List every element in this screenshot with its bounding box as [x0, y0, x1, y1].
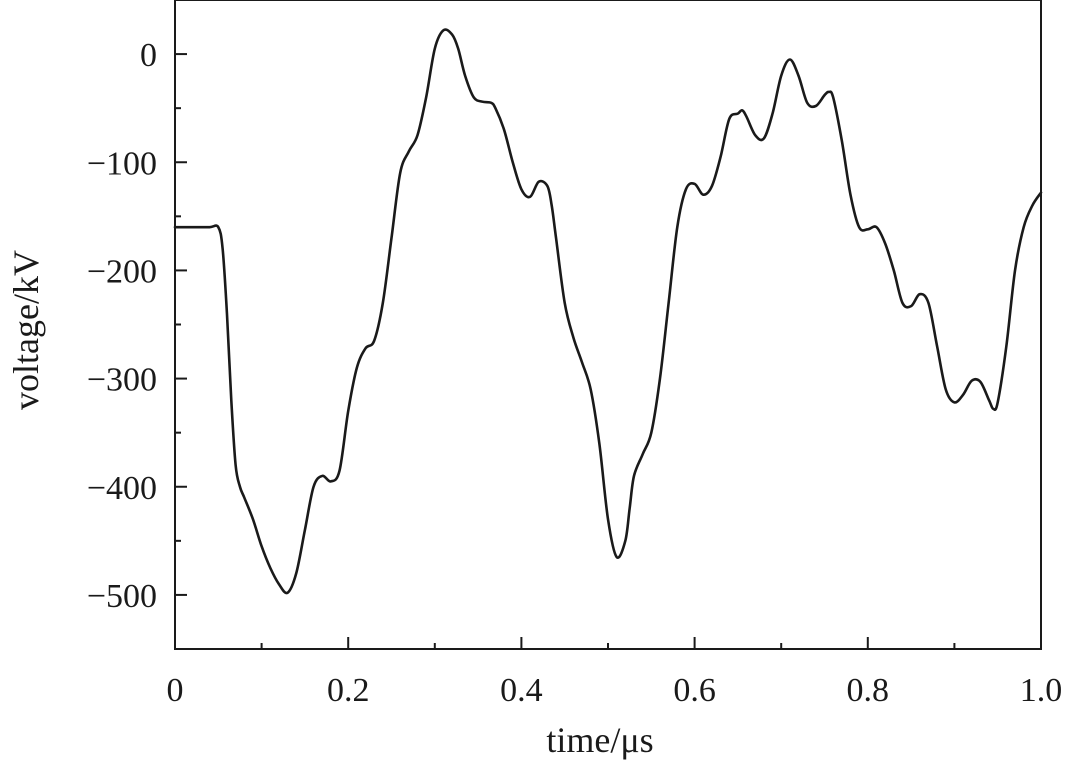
y-tick-label: −500: [87, 578, 157, 615]
plot-frame: [174, 0, 1042, 650]
x-tick-label: 1.0: [1020, 672, 1063, 709]
axis-tick-labels: 0 0.2 0.4 0.6 0.8 1.0 0 −100 −200 −300 −400 −500: [87, 37, 1062, 709]
y-tick-label: −200: [87, 253, 157, 290]
y-tick-label: 0: [140, 37, 157, 74]
x-tick-label: 0: [167, 672, 184, 709]
y-tick-label: −300: [87, 362, 157, 399]
series-line: [173, 28, 1043, 595]
y-tick-label: −100: [87, 145, 157, 182]
x-axis-label: time/μs: [546, 720, 653, 760]
x-tick-label: 0.4: [500, 672, 543, 709]
x-tick-label: 0.2: [327, 672, 370, 709]
x-tick-label: 0.8: [847, 672, 890, 709]
y-tick-label: −400: [87, 470, 157, 507]
y-axis-label: voltage/kV: [6, 250, 46, 410]
x-tick-label: 0.6: [673, 672, 716, 709]
